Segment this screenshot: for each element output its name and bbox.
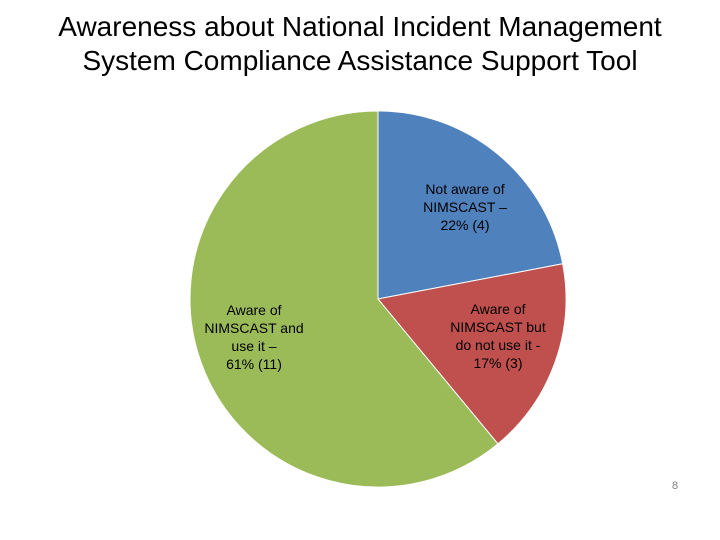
slice-label-aware-not-using-line-4: 17% (3) xyxy=(473,355,523,371)
slice-label-not-aware-line-2: NIMSCAST – xyxy=(423,199,507,215)
slice-label-not-aware: Not aware of NIMSCAST – 22% (4) xyxy=(405,180,525,234)
slice-label-aware-not-using: Aware of NIMSCAST but do not use it - 17… xyxy=(436,300,560,372)
chart-title-line-2: System Compliance Assistance Support Too… xyxy=(82,45,638,76)
slice-label-aware-using-line-3: use it – xyxy=(231,338,277,354)
chart-title-line-1: Awareness about National Incident Manage… xyxy=(58,11,662,42)
slice-label-aware-using-line-1: Aware of xyxy=(226,302,282,318)
slice-label-aware-using-line-4: 61% (11) xyxy=(226,356,282,372)
pie-slice-aware-not-using xyxy=(377,263,567,445)
slice-label-aware-not-using-line-2: NIMSCAST but xyxy=(450,319,546,335)
slice-label-aware-not-using-line-3: do not use it - xyxy=(455,337,541,353)
slice-label-aware-not-using-line-1: Aware of xyxy=(470,301,526,317)
slice-label-not-aware-line-1: Not aware of xyxy=(425,181,505,197)
slice-label-aware-using-line-2: NIMSCAST and xyxy=(204,320,304,336)
chart-title: Awareness about National Incident Manage… xyxy=(0,10,720,78)
slice-label-not-aware-line-3: 22% (4) xyxy=(440,217,490,233)
slice-label-aware-using: Aware of NIMSCAST and use it – 61% (11) xyxy=(192,301,316,373)
pie-slice-not-aware xyxy=(377,110,564,300)
pie-slice-aware-using xyxy=(189,110,499,488)
page-number: 8 xyxy=(671,480,679,492)
